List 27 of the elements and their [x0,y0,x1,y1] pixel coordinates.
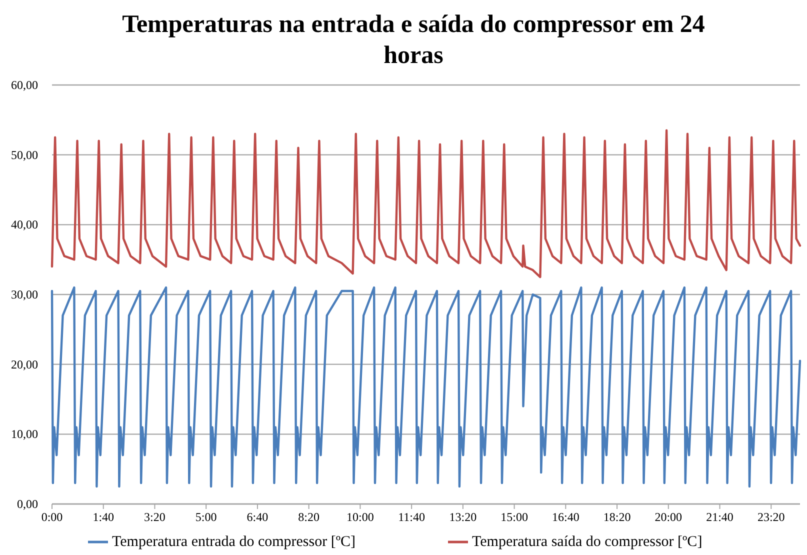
x-tick-label: 10:00 [346,510,374,524]
y-tick-label: 0,00 [17,497,38,511]
x-tick-label: 20:00 [654,510,682,524]
x-tick-label: 11:40 [398,510,426,524]
x-tick-label: 5:00 [195,510,217,524]
chart-title: Temperaturas na entrada e saída do compressor em 24 horas [122,11,706,69]
x-tick-label: 13:20 [449,510,477,524]
x-tick-label: 21:40 [706,510,734,524]
x-tick-label: 23:20 [757,510,785,524]
x-tick-label: 16:40 [552,510,580,524]
y-tick-label: 40,00 [11,218,38,232]
x-tick-label: 3:20 [144,510,166,524]
x-tick-label: 8:20 [298,510,320,524]
line-series [50,286,802,488]
x-tick-label: 1:40 [92,510,114,524]
y-tick-label: 50,00 [11,148,38,162]
legend-label: Temperatura entrada do compressor [ºC] [112,534,356,550]
y-tick-label: 10,00 [11,427,38,442]
legend-label: Temperatura saída do compressor [ºC] [472,534,702,550]
line-series [50,129,802,278]
x-tick-label: 15:00 [500,510,528,524]
y-tick-label: 30,00 [11,288,38,302]
x-tick-label: 0:00 [41,510,63,524]
x-tick-label: 6:40 [246,510,268,524]
y-tick-label: 60,00 [11,78,38,92]
y-tick-label: 20,00 [11,357,38,372]
x-tick-label: 18:20 [603,510,631,524]
